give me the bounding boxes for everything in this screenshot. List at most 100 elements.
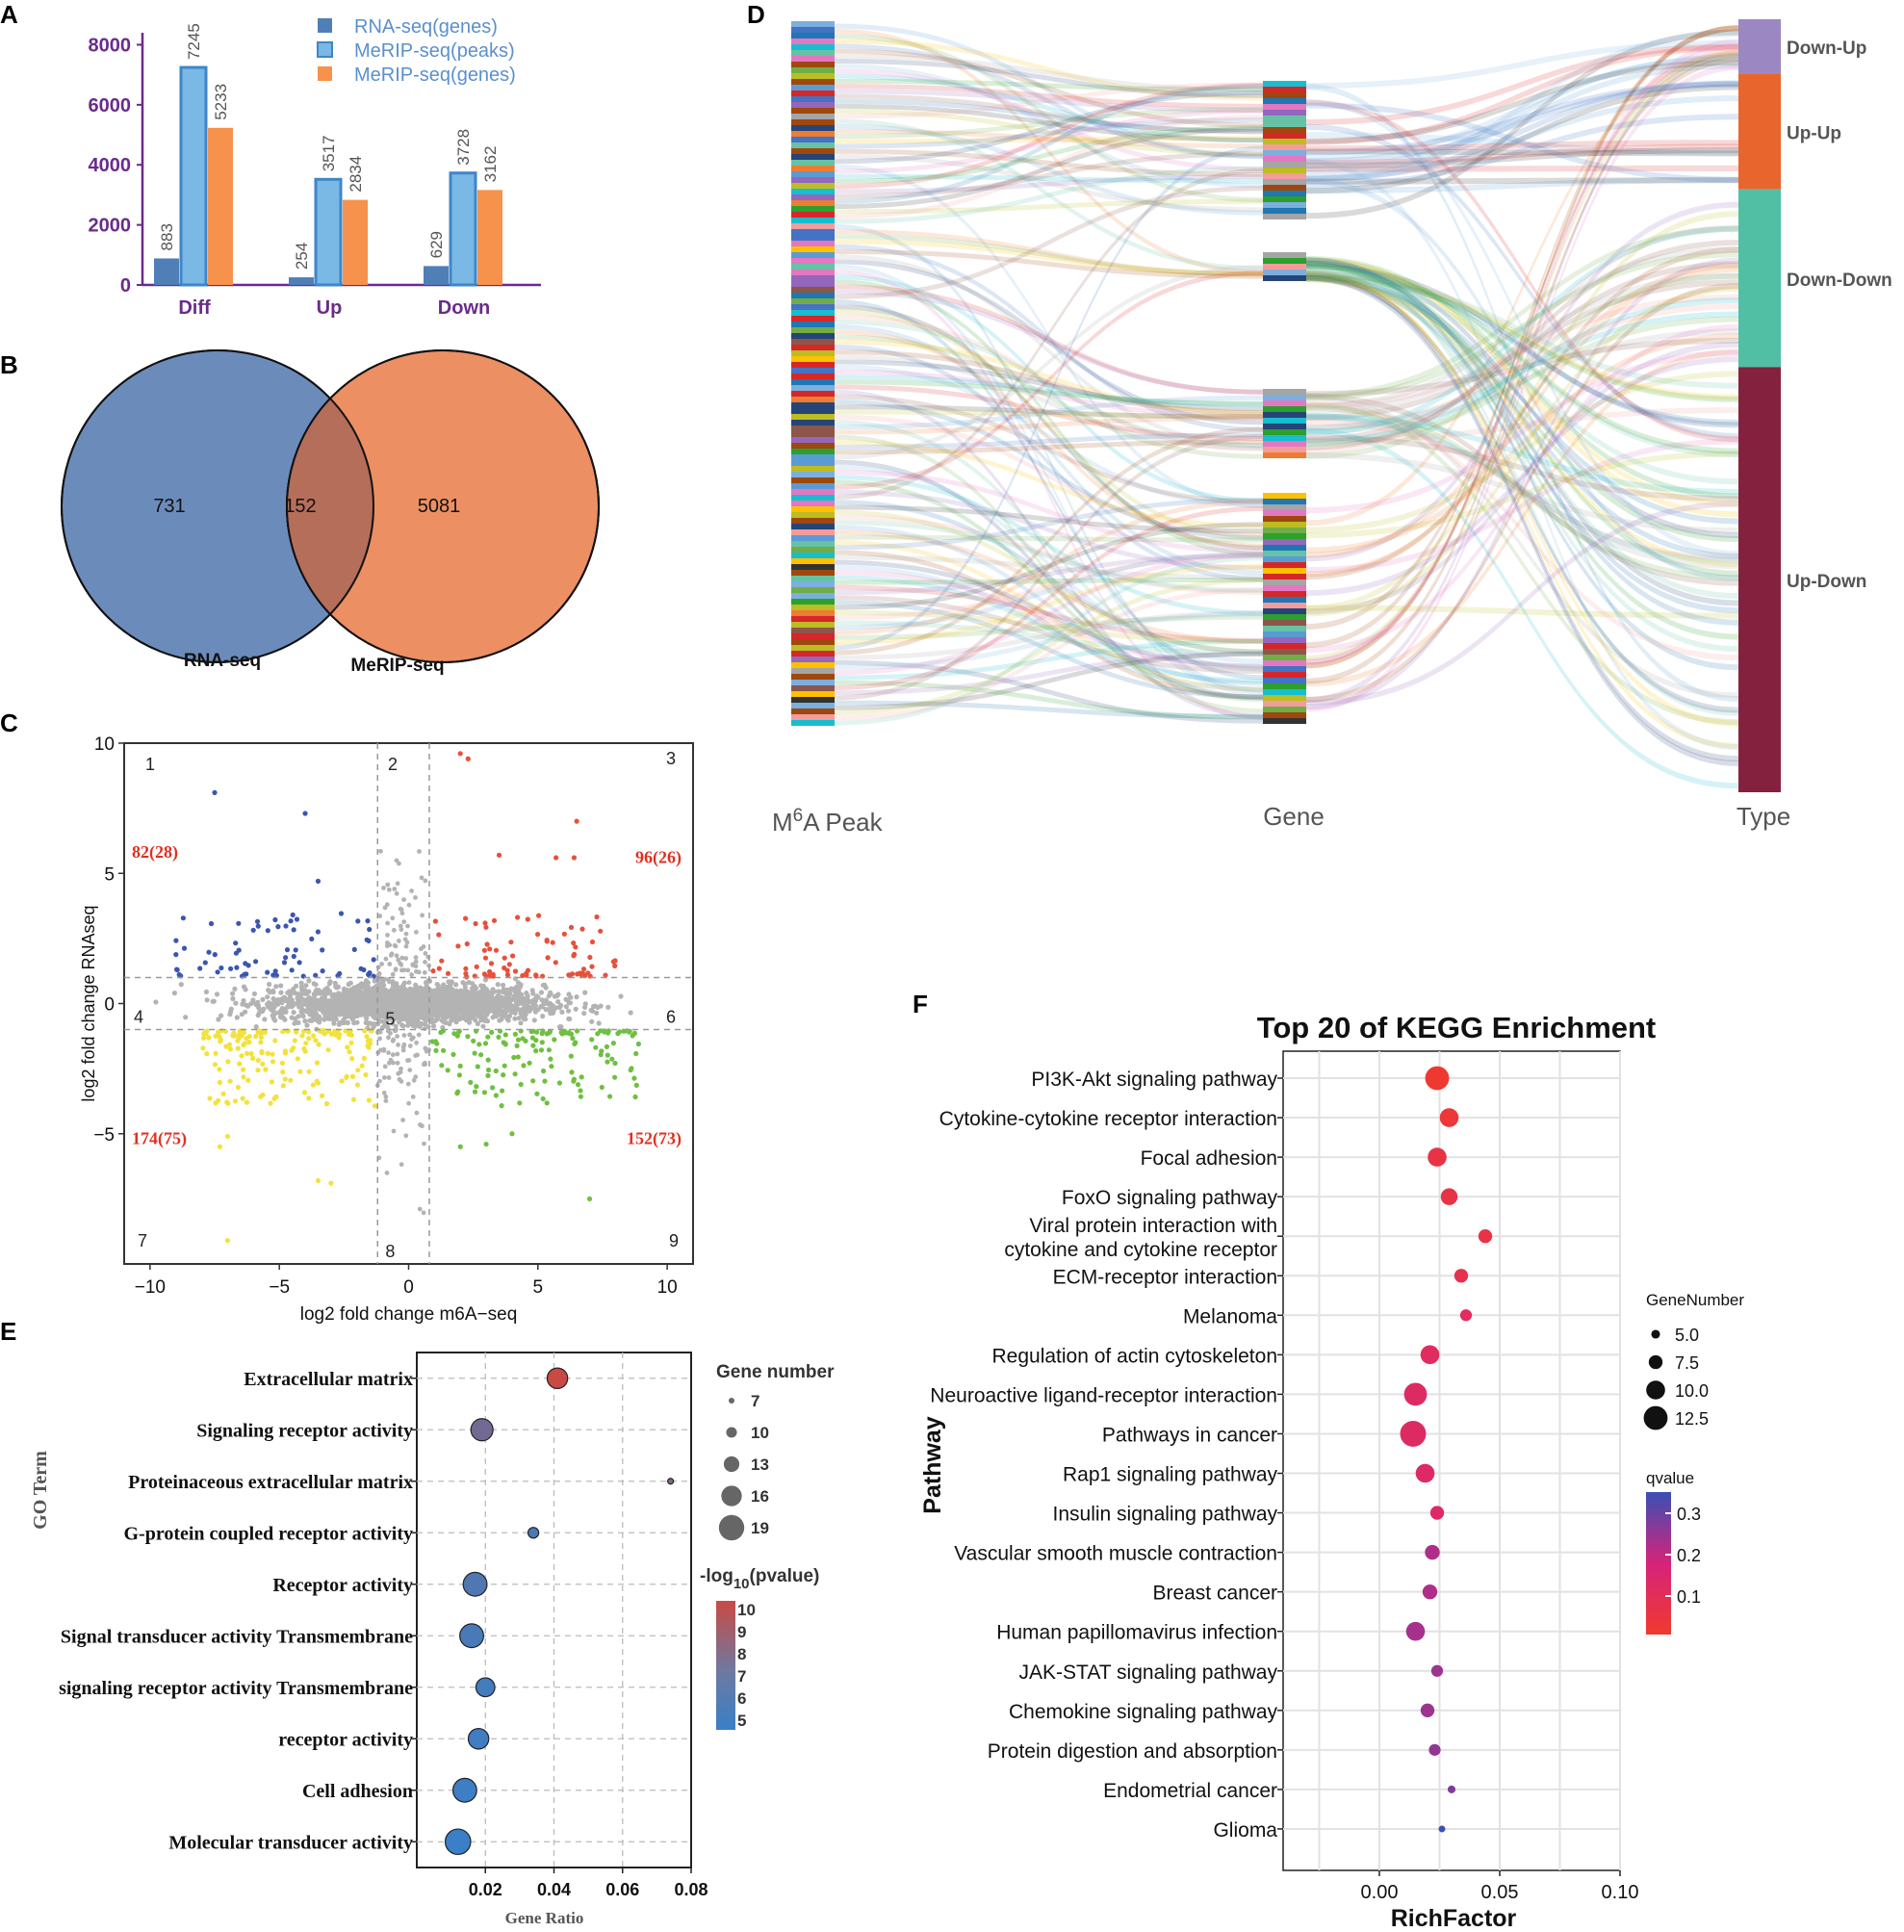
d-flow-peak-gene bbox=[835, 344, 1263, 582]
c-point bbox=[245, 963, 251, 968]
d-peak-node-segment bbox=[791, 576, 835, 581]
c-x-tick-label: 10 bbox=[657, 1277, 678, 1298]
c-point bbox=[365, 918, 371, 924]
d-peak-node-segment bbox=[791, 362, 835, 368]
d-gene-node-segment bbox=[1263, 110, 1306, 116]
c-point bbox=[546, 1047, 553, 1053]
c-point bbox=[512, 1016, 518, 1021]
d-peak-node-segment bbox=[791, 223, 835, 229]
f-pathway-label: Vascular smooth muscle contraction bbox=[954, 1543, 1277, 1565]
c-point bbox=[512, 1010, 518, 1016]
f-pathway-label: Glioma bbox=[1213, 1819, 1277, 1842]
c-point bbox=[311, 981, 317, 987]
d-gene-node-segment bbox=[1263, 580, 1306, 585]
c-point bbox=[566, 992, 572, 997]
c-point bbox=[449, 992, 454, 997]
c-point bbox=[518, 1020, 524, 1026]
c-point bbox=[262, 1017, 268, 1022]
c-point bbox=[338, 911, 345, 916]
f-color-legend-tick: 0.1 bbox=[1677, 1587, 1701, 1607]
c-point bbox=[409, 889, 414, 893]
d-flow-gene-type bbox=[1306, 296, 1738, 446]
c-point bbox=[173, 938, 179, 943]
panel-a-bar-chart: 0 2000 4000 6000 8000 883 7245 5233 Diff 254 3517 2… bbox=[89, 16, 541, 319]
c-point bbox=[265, 969, 270, 975]
c-point bbox=[368, 1020, 373, 1026]
d-gene-node-segment bbox=[1263, 620, 1306, 626]
c-point bbox=[326, 1029, 332, 1035]
c-point bbox=[556, 1080, 563, 1086]
c-point bbox=[384, 1009, 390, 1015]
d-flow-peak-gene bbox=[835, 324, 1263, 576]
d-flow-peak-gene bbox=[835, 651, 1263, 696]
f-size-legend-label: 10.0 bbox=[1675, 1381, 1709, 1401]
c-point bbox=[456, 1072, 462, 1078]
c-point bbox=[240, 1095, 245, 1101]
c-point bbox=[450, 987, 455, 992]
c-point bbox=[278, 990, 284, 995]
c-point bbox=[501, 1072, 506, 1078]
c-point bbox=[265, 928, 270, 934]
c-point bbox=[383, 1094, 389, 1099]
d-flow-peak-gene bbox=[835, 339, 1263, 415]
d-peak-node-segment bbox=[791, 229, 835, 235]
f-pathway-label: ECM-receptor interaction bbox=[1053, 1266, 1277, 1288]
d-gene-node-segment bbox=[1263, 585, 1306, 591]
c-point bbox=[399, 1079, 404, 1084]
f-size-legend-dot bbox=[1643, 1405, 1668, 1430]
d-flow-gene-type bbox=[1306, 177, 1738, 185]
d-flow-gene-type bbox=[1306, 44, 1738, 145]
c-point bbox=[405, 1058, 410, 1063]
a-legend-label: MeRIP-seq(genes) bbox=[354, 64, 516, 86]
c-point bbox=[424, 1018, 428, 1024]
c-point bbox=[469, 999, 475, 1006]
d-flow-peak-gene bbox=[835, 374, 1263, 407]
c-point bbox=[420, 913, 425, 918]
c-point bbox=[363, 1000, 370, 1006]
d-flow-gene-type bbox=[1306, 246, 1738, 410]
c-point bbox=[407, 1068, 413, 1072]
c-point bbox=[325, 1047, 331, 1053]
a-y-tick-label: 4000 bbox=[89, 155, 132, 176]
c-point bbox=[540, 982, 547, 988]
c-point bbox=[397, 993, 401, 999]
d-flow-peak-gene bbox=[835, 185, 1263, 299]
c-point bbox=[500, 1088, 505, 1094]
c-point bbox=[598, 928, 604, 934]
d-axis-label-type: Type bbox=[1737, 802, 1790, 831]
f-pathway-label: Focal adhesion bbox=[1141, 1147, 1277, 1170]
c-point bbox=[288, 999, 294, 1005]
d-flow-peak-gene bbox=[835, 53, 1263, 92]
c-point bbox=[568, 924, 575, 931]
c-point bbox=[202, 960, 208, 966]
d-gene-node-segment bbox=[1263, 252, 1306, 258]
d-flow-peak-gene bbox=[835, 264, 1263, 696]
a-bar-value-label: 883 bbox=[158, 223, 176, 250]
c-point bbox=[368, 992, 373, 998]
d-flow-peak-gene bbox=[835, 638, 1263, 681]
c-point bbox=[270, 1059, 276, 1065]
c-point bbox=[485, 1003, 491, 1010]
f-x-axis-title: RichFactor bbox=[1391, 1905, 1517, 1932]
c-point bbox=[530, 1078, 536, 1084]
c-point bbox=[354, 1082, 360, 1088]
c-point bbox=[451, 1007, 457, 1013]
c-point bbox=[294, 916, 300, 922]
c-point bbox=[548, 1056, 553, 1062]
c-point bbox=[296, 1019, 301, 1025]
c-point bbox=[413, 1018, 419, 1023]
c-point bbox=[386, 1060, 392, 1066]
b-count-rna-only: 731 bbox=[153, 496, 185, 517]
c-point bbox=[631, 1030, 638, 1036]
d-peak-node-segment bbox=[791, 137, 835, 142]
f-pathway-label: PI3K-Akt signaling pathway bbox=[1031, 1069, 1277, 1091]
f-pathway-label: Regulation of actin cytoskeleton bbox=[991, 1345, 1277, 1367]
f-size-legend-title: GeneNumber bbox=[1646, 1291, 1744, 1309]
d-flow-peak-gene bbox=[835, 651, 1263, 710]
d-flow-peak-gene bbox=[835, 475, 1263, 616]
c-point bbox=[552, 1037, 557, 1043]
d-axis-label-peak: M6A Peak bbox=[772, 806, 884, 837]
c-point bbox=[291, 1010, 296, 1016]
d-gene-node-segment bbox=[1263, 104, 1306, 110]
